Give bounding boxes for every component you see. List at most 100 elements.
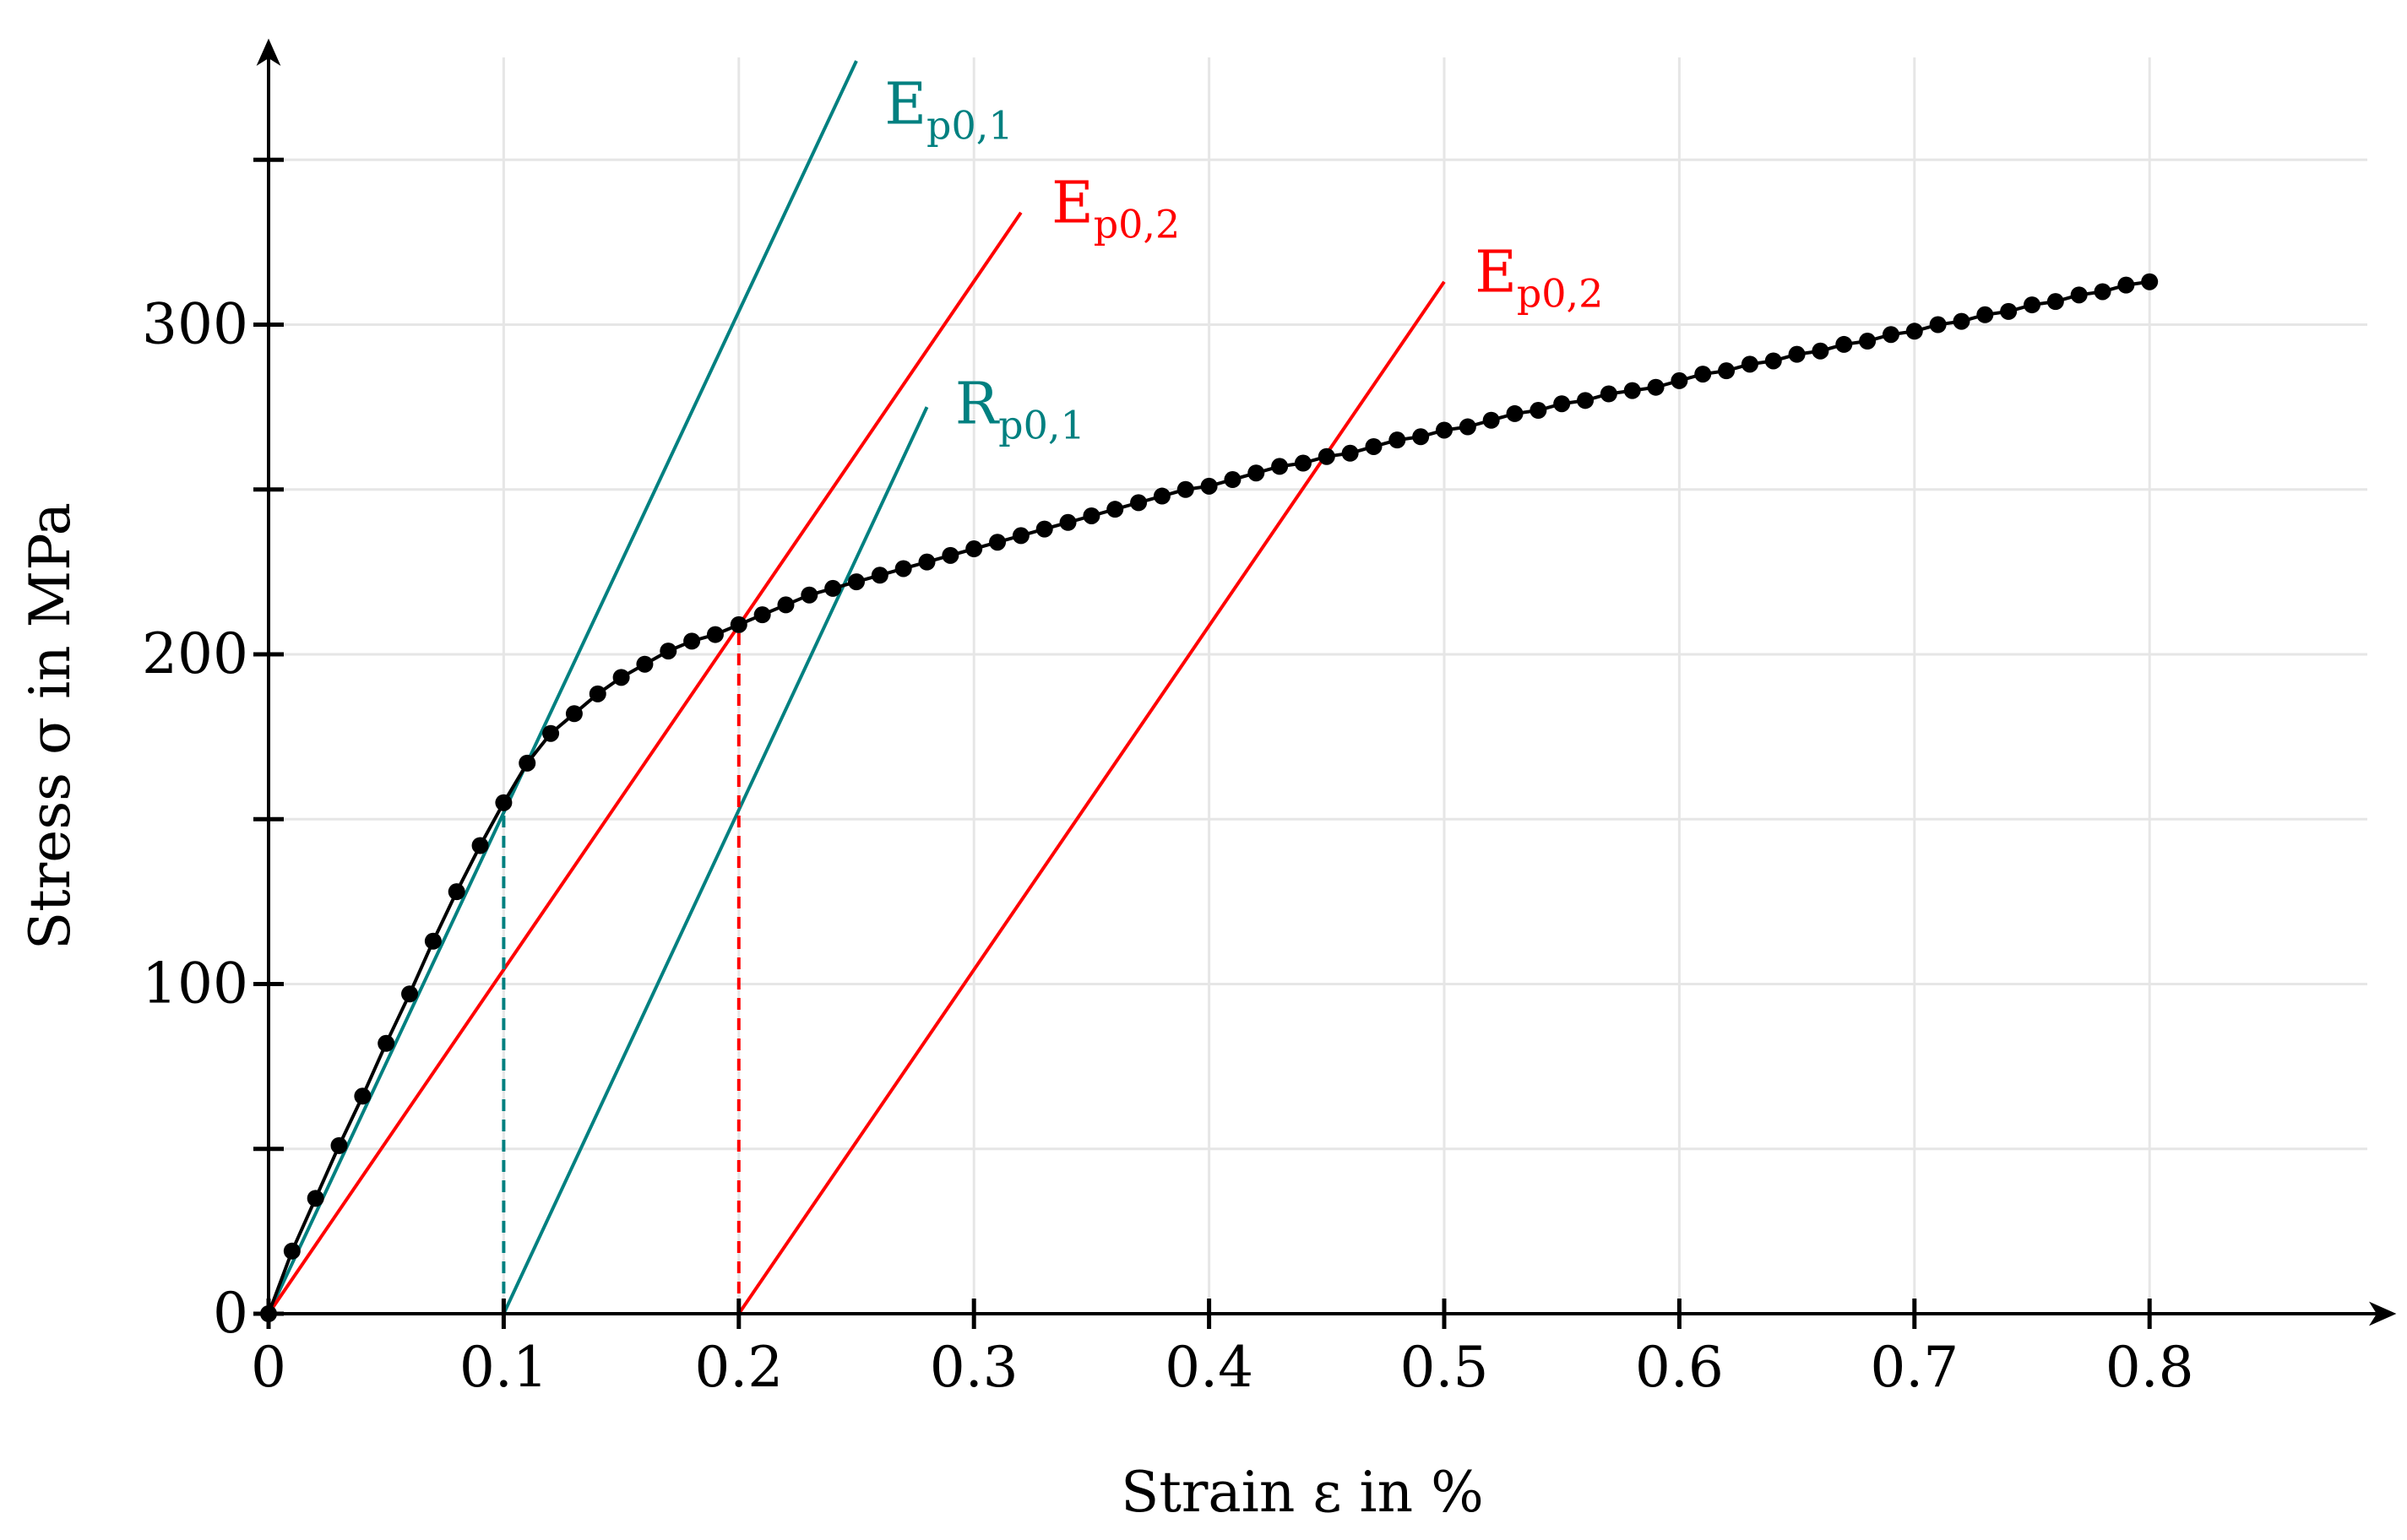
data-point bbox=[1412, 428, 1430, 446]
data-point bbox=[354, 1087, 372, 1105]
ticks: 0 0.1 0.2 0.3 0.4 0.5 0.6 0.7 0.8 0 100 200 300 bbox=[142, 157, 2194, 1400]
data-point bbox=[2094, 283, 2111, 301]
data-point bbox=[2000, 302, 2018, 320]
modulus-line bbox=[267, 60, 858, 1315]
data-point bbox=[1388, 431, 1406, 449]
data-point bbox=[2024, 296, 2040, 314]
data-point bbox=[565, 705, 583, 723]
annotations: Ep0,1 Ep0,2 Rp0,1 Ep0,2 bbox=[884, 71, 1603, 447]
data-point bbox=[1459, 418, 1476, 436]
data-point bbox=[1294, 454, 1312, 472]
x-tick-label: 0.1 bbox=[459, 1335, 548, 1400]
data-series bbox=[260, 273, 2159, 1322]
data-point bbox=[1153, 487, 1171, 505]
data-point bbox=[753, 606, 771, 624]
data-point bbox=[1130, 494, 1148, 512]
data-point bbox=[401, 985, 419, 1003]
data-point bbox=[1530, 402, 1547, 420]
data-point bbox=[1083, 507, 1100, 524]
data-point bbox=[283, 1242, 301, 1260]
data-point bbox=[1976, 306, 1994, 323]
y-tick-label: 0 bbox=[213, 1281, 248, 1346]
data-point bbox=[2141, 273, 2159, 290]
series-annotation: Ep0,2 bbox=[1051, 170, 1180, 247]
data-point bbox=[1224, 471, 1242, 489]
x-tick-label: 0.6 bbox=[1635, 1335, 1724, 1400]
data-point bbox=[330, 1136, 348, 1154]
data-point bbox=[1106, 501, 1124, 518]
reference-lines bbox=[267, 60, 1446, 1315]
data-point bbox=[1365, 437, 1383, 455]
data-point bbox=[1600, 385, 1617, 403]
x-tick-label: 0 bbox=[251, 1335, 286, 1400]
modulus-line bbox=[502, 406, 929, 1315]
data-point bbox=[1059, 513, 1077, 531]
data-point bbox=[519, 754, 536, 772]
data-point bbox=[706, 626, 724, 643]
data-point bbox=[683, 632, 701, 650]
data-point bbox=[495, 794, 513, 811]
data-point bbox=[1247, 464, 1265, 482]
data-point bbox=[1764, 352, 1782, 370]
data-point bbox=[1012, 527, 1030, 545]
data-point bbox=[1482, 411, 1500, 429]
data-point bbox=[871, 567, 888, 584]
data-point bbox=[2117, 276, 2135, 294]
data-point bbox=[424, 932, 442, 950]
data-point bbox=[1671, 371, 1688, 389]
x-tick-label: 0.3 bbox=[930, 1335, 1019, 1400]
data-point bbox=[1929, 316, 1947, 333]
data-point bbox=[612, 669, 630, 686]
data-point bbox=[1953, 312, 1970, 330]
data-point bbox=[2070, 286, 2088, 304]
modulus-line bbox=[737, 280, 1446, 1315]
y-tick-label: 100 bbox=[142, 952, 248, 1017]
data-point bbox=[824, 579, 842, 597]
data-point bbox=[1436, 421, 1453, 439]
data-point bbox=[1318, 447, 1335, 465]
x-tick-label: 0.4 bbox=[1165, 1335, 1253, 1400]
data-point bbox=[636, 655, 654, 673]
data-point bbox=[589, 685, 606, 702]
data-point bbox=[918, 553, 936, 571]
data-point bbox=[1859, 333, 1877, 350]
data-point bbox=[942, 546, 959, 564]
y-tick-label: 300 bbox=[142, 292, 248, 357]
data-point bbox=[378, 1034, 395, 1052]
x-tick-label: 0.5 bbox=[1400, 1335, 1489, 1400]
x-tick-label: 0.7 bbox=[1870, 1335, 1959, 1400]
data-point bbox=[1341, 444, 1359, 462]
y-axis-title: Stress σ in MPa bbox=[18, 502, 83, 950]
data-point bbox=[1506, 404, 1524, 422]
data-point bbox=[2046, 293, 2064, 311]
data-point bbox=[471, 837, 489, 854]
data-point bbox=[848, 573, 865, 591]
grid bbox=[269, 57, 2367, 1314]
data-point bbox=[1694, 366, 1712, 383]
data-point bbox=[894, 560, 912, 578]
x-tick-label: 0.2 bbox=[694, 1335, 783, 1400]
series-annotation: Ep0,2 bbox=[1475, 239, 1603, 316]
data-point bbox=[1647, 378, 1665, 396]
data-point bbox=[1553, 395, 1571, 413]
data-point bbox=[1271, 458, 1289, 475]
data-point bbox=[1176, 480, 1194, 498]
data-point bbox=[1623, 382, 1641, 399]
data-point bbox=[965, 540, 983, 558]
data-point bbox=[1200, 477, 1218, 495]
data-point bbox=[801, 586, 818, 604]
data-point bbox=[777, 596, 795, 614]
data-point bbox=[1788, 345, 1806, 363]
data-point bbox=[1035, 520, 1053, 538]
data-point bbox=[1905, 323, 1923, 340]
data-point bbox=[448, 883, 465, 901]
x-tick-label: 0.8 bbox=[2105, 1335, 2194, 1400]
data-point bbox=[542, 724, 560, 742]
data-point bbox=[1741, 355, 1758, 373]
y-tick-label: 200 bbox=[142, 621, 248, 686]
data-point bbox=[1835, 335, 1853, 353]
series-annotation: Rp0,1 bbox=[955, 371, 1085, 448]
data-point bbox=[307, 1190, 324, 1207]
data-point bbox=[730, 615, 747, 633]
